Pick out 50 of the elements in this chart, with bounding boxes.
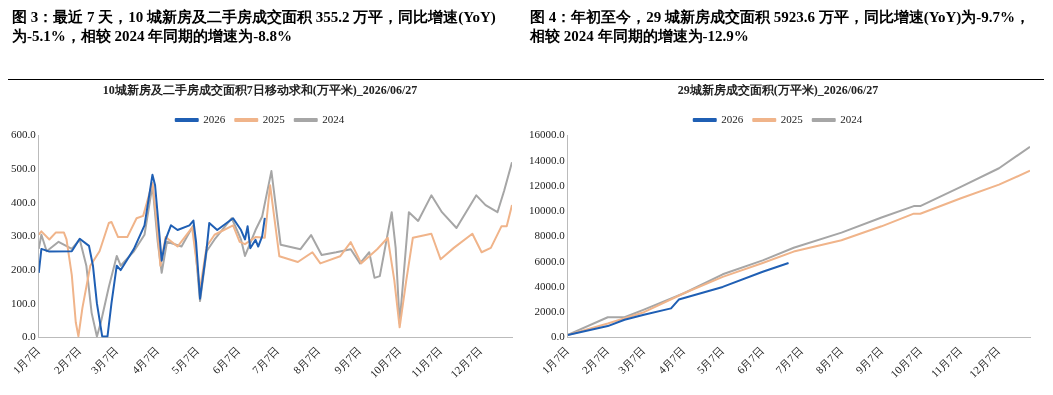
- x-tick-label: 4月7日: [655, 344, 688, 376]
- x-tick-label: 6月7日: [210, 344, 242, 376]
- y-tick-label: 12000.0: [529, 178, 566, 191]
- x-tick-label: 8月7日: [813, 344, 845, 376]
- x-tick-label: 5月7日: [169, 344, 201, 376]
- x-tick-label: 7月7日: [249, 344, 282, 376]
- y-tick-label: 4000.0: [534, 279, 566, 292]
- legend-label: 2025: [780, 112, 804, 125]
- x-tick-label: 1月7日: [539, 344, 572, 376]
- y-tick-label: 300.0: [11, 229, 37, 242]
- x-tick-label: 5月7日: [694, 344, 727, 376]
- y-tick-label: 10000.0: [529, 204, 566, 217]
- legend-label: 2024: [322, 112, 345, 125]
- y-tick-label: 8000.0: [534, 229, 566, 242]
- y-tick-label: 6000.0: [534, 254, 566, 267]
- x-tick-label: 9月7日: [853, 344, 885, 376]
- chart-title: 29城新房成交面积(万平米)_2026/06/27: [677, 83, 879, 98]
- legend-label: 2026: [721, 112, 744, 125]
- x-tick-label: 2月7日: [579, 344, 612, 376]
- legend-label: 2024: [840, 112, 863, 125]
- y-tick-label: 2000.0: [534, 305, 566, 318]
- x-tick-label: 1月7日: [10, 344, 43, 376]
- x-tick-label: 8月7日: [290, 344, 323, 376]
- x-tick-label: 3月7日: [615, 344, 648, 376]
- x-tick-label: 6月7日: [734, 344, 767, 376]
- y-tick-label: 14000.0: [529, 153, 566, 166]
- x-tick-label: 11月7日: [408, 344, 445, 380]
- y-tick-label: 500.0: [11, 161, 37, 174]
- x-tick-label: 7月7日: [773, 344, 805, 376]
- chart-subtitle: 图 4：年初至今，29 城新房成交面积 5923.6 万平，同比增速(YoY)为-9.7%，相较 2024 年同期的增速为-12.9%: [526, 8, 1044, 80]
- x-tick-label: 10月7日: [367, 344, 404, 380]
- y-tick-label: 200.0: [11, 262, 37, 275]
- x-tick-label: 10月7日: [888, 344, 924, 380]
- x-tick-label: 12月7日: [448, 344, 484, 380]
- x-tick-label: 4月7日: [129, 344, 162, 376]
- chart-title: 10城新房及二手房成交面积7日移动求和(万平米)_2026/06/27: [102, 83, 418, 98]
- x-tick-label: 2月7日: [51, 344, 84, 376]
- y-tick-label: 0.0: [22, 330, 37, 343]
- x-tick-label: 3月7日: [88, 344, 121, 376]
- legend-label: 2025: [262, 112, 286, 125]
- y-tick-label: 100.0: [11, 296, 37, 309]
- y-tick-label: 16000.0: [529, 128, 566, 141]
- x-tick-label: 9月7日: [331, 344, 364, 376]
- legend-label: 2026: [203, 112, 226, 125]
- y-tick-label: 400.0: [11, 195, 37, 208]
- y-tick-label: 0.0: [551, 330, 566, 343]
- x-tick-label: 11月7日: [928, 344, 964, 380]
- x-tick-label: 12月7日: [966, 344, 1003, 380]
- y-tick-label: 600.0: [11, 128, 37, 141]
- chart-subtitle: 图 3：最近 7 天，10 城新房及二手房成交面积 355.2 万平，同比增速(YoY)为-5.1%，相较 2024 年同期的增速为-8.8%: [8, 8, 526, 80]
